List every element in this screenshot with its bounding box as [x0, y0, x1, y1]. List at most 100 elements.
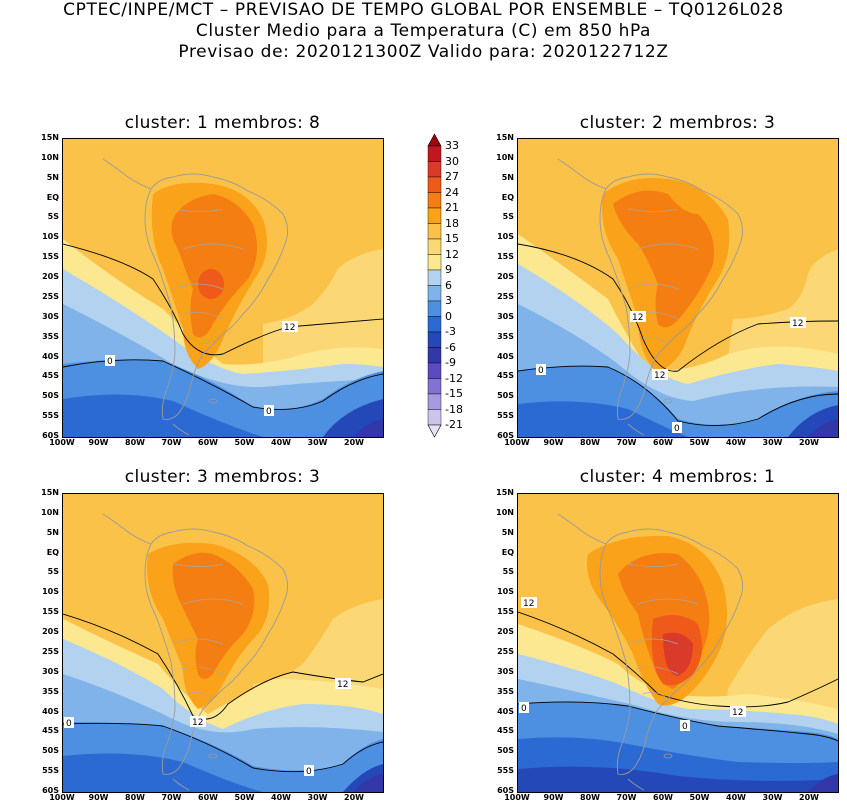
- lat-tick-label: 55S: [42, 766, 59, 776]
- lon-tick-label: 30W: [307, 793, 328, 802]
- lat-tick-label: 30S: [497, 311, 514, 321]
- lat-tick-label: 40S: [497, 351, 514, 361]
- lat-tick-label: 10S: [497, 587, 514, 597]
- lon-tick-label: 70W: [616, 793, 637, 802]
- lat-tick-label: 15S: [497, 252, 514, 262]
- lat-tick-label: 55S: [497, 411, 514, 421]
- lat-tick-label: 15N: [41, 133, 59, 142]
- contour-label: 12: [521, 597, 537, 609]
- contour-label: 0: [680, 720, 690, 732]
- lat-tick-label: 15S: [497, 607, 514, 617]
- lon-tick-label: 80W: [125, 438, 145, 447]
- temperature-field-1: 12 0 0: [63, 139, 383, 437]
- colorbar-label: -15: [445, 387, 463, 400]
- lat-tick-label: EQ: [501, 192, 514, 202]
- lon-tick-label: 40W: [726, 793, 746, 802]
- contour-label: 0: [536, 364, 546, 376]
- lat-tick-label: 45S: [497, 726, 514, 736]
- contour-label: 12: [282, 321, 298, 333]
- colorbar-label: 15: [445, 232, 459, 245]
- svg-text:0: 0: [674, 424, 680, 434]
- lat-tick-label: 20S: [42, 627, 59, 637]
- lat-tick-label: 5S: [47, 212, 59, 222]
- svg-text:12: 12: [732, 708, 743, 718]
- lat-tick-label: 25S: [42, 646, 59, 656]
- lon-tick-label: 20W: [344, 793, 364, 802]
- lon-tick-label: 30W: [307, 438, 328, 447]
- lon-tick-label: 100W: [49, 438, 75, 447]
- colorbar-label: 24: [445, 185, 459, 199]
- lat-tick-label: 15N: [496, 488, 514, 497]
- header-line-1: CPTEC/INPE/MCT – PREVISAO DE TEMPO GLOBA…: [63, 0, 784, 20]
- lat-tick-label: 40S: [42, 351, 59, 361]
- lat-tick-label: 10S: [42, 587, 59, 597]
- lat-tick-label: 10S: [497, 232, 514, 242]
- lat-tick-label: 25S: [497, 291, 514, 301]
- colorbar-label: 21: [445, 201, 459, 214]
- svg-text:0: 0: [66, 719, 72, 729]
- svg-text:0: 0: [682, 722, 688, 732]
- lon-tick-label: 80W: [125, 793, 145, 802]
- colorbar-label: -3: [445, 325, 456, 338]
- lon-tick-label: 50W: [689, 793, 710, 802]
- lon-tick-label: 60W: [198, 793, 218, 802]
- temperature-field-3: 12 12 0 0: [63, 494, 383, 792]
- lat-tick-label: 35S: [497, 331, 514, 341]
- lon-tick-label: 90W: [88, 793, 109, 802]
- lon-tick-label: 100W: [49, 793, 75, 802]
- lon-tick-label: 20W: [799, 793, 819, 802]
- lat-tick-label: 40S: [497, 706, 514, 716]
- lat-tick-label: EQ: [501, 547, 514, 557]
- lat-tick-label: 10N: [41, 507, 59, 517]
- header-line-2: Cluster Medio para a Temperatura (C) em …: [195, 21, 652, 41]
- colorbar-label: 0: [445, 309, 452, 323]
- lon-tick-label: 90W: [543, 438, 564, 447]
- lon-tick-label: 70W: [161, 793, 182, 802]
- lat-tick-label: 50S: [497, 746, 514, 756]
- lon-tick-label: 40W: [271, 438, 291, 447]
- contour-label: 12: [630, 311, 646, 323]
- colorbar: [427, 133, 442, 438]
- colorbar-label: -18: [445, 402, 463, 416]
- lon-tick-label: 70W: [616, 438, 637, 447]
- map-panel-3: 12 12 0 0: [62, 493, 384, 793]
- contour-label: 0: [264, 405, 274, 417]
- lat-tick-label: 5N: [46, 527, 59, 537]
- lon-tick-label: 80W: [580, 793, 600, 802]
- lat-tick-label: EQ: [46, 547, 59, 557]
- lat-tick-label: 10N: [41, 152, 59, 162]
- colorbar-label: -6: [445, 340, 456, 354]
- svg-text:0: 0: [266, 407, 272, 417]
- lat-tick-label: 15N: [41, 488, 59, 497]
- panel-title-3: cluster: 3 membros: 3: [124, 467, 321, 487]
- contour-label: 0: [672, 422, 682, 434]
- svg-text:0: 0: [538, 366, 544, 376]
- colorbar-label: -21: [445, 418, 463, 431]
- colorbar-label: 30: [445, 154, 459, 168]
- temperature-field-4: 12 12 0 0: [518, 494, 838, 792]
- lat-tick-label: 60S: [42, 431, 59, 440]
- contour-label: 12: [790, 317, 806, 329]
- lat-tick-label: 35S: [42, 686, 59, 696]
- lon-tick-label: 30W: [762, 793, 783, 802]
- contour-label: 0: [519, 702, 529, 714]
- lat-tick-label: 25S: [497, 646, 514, 656]
- lat-tick-label: 30S: [497, 666, 514, 676]
- lon-tick-label: 50W: [689, 438, 710, 447]
- colorbar-label: 18: [445, 216, 459, 230]
- lat-tick-label: 45S: [42, 371, 59, 381]
- lat-tick-label: 25S: [42, 291, 59, 301]
- svg-text:12: 12: [523, 599, 534, 609]
- lon-tick-label: 100W: [504, 438, 530, 447]
- lat-tick-label: 40S: [42, 706, 59, 716]
- lon-tick-label: 60W: [653, 438, 673, 447]
- lon-tick-label: 60W: [653, 793, 673, 802]
- lat-tick-label: 50S: [42, 391, 59, 401]
- lon-tick-label: 20W: [799, 438, 819, 447]
- svg-text:0: 0: [306, 767, 312, 777]
- lat-tick-label: 60S: [497, 431, 514, 440]
- lat-tick-label: 15S: [42, 607, 59, 617]
- svg-text:12: 12: [192, 718, 203, 728]
- lon-tick-label: 60W: [198, 438, 218, 447]
- lat-tick-label: 5S: [502, 567, 514, 577]
